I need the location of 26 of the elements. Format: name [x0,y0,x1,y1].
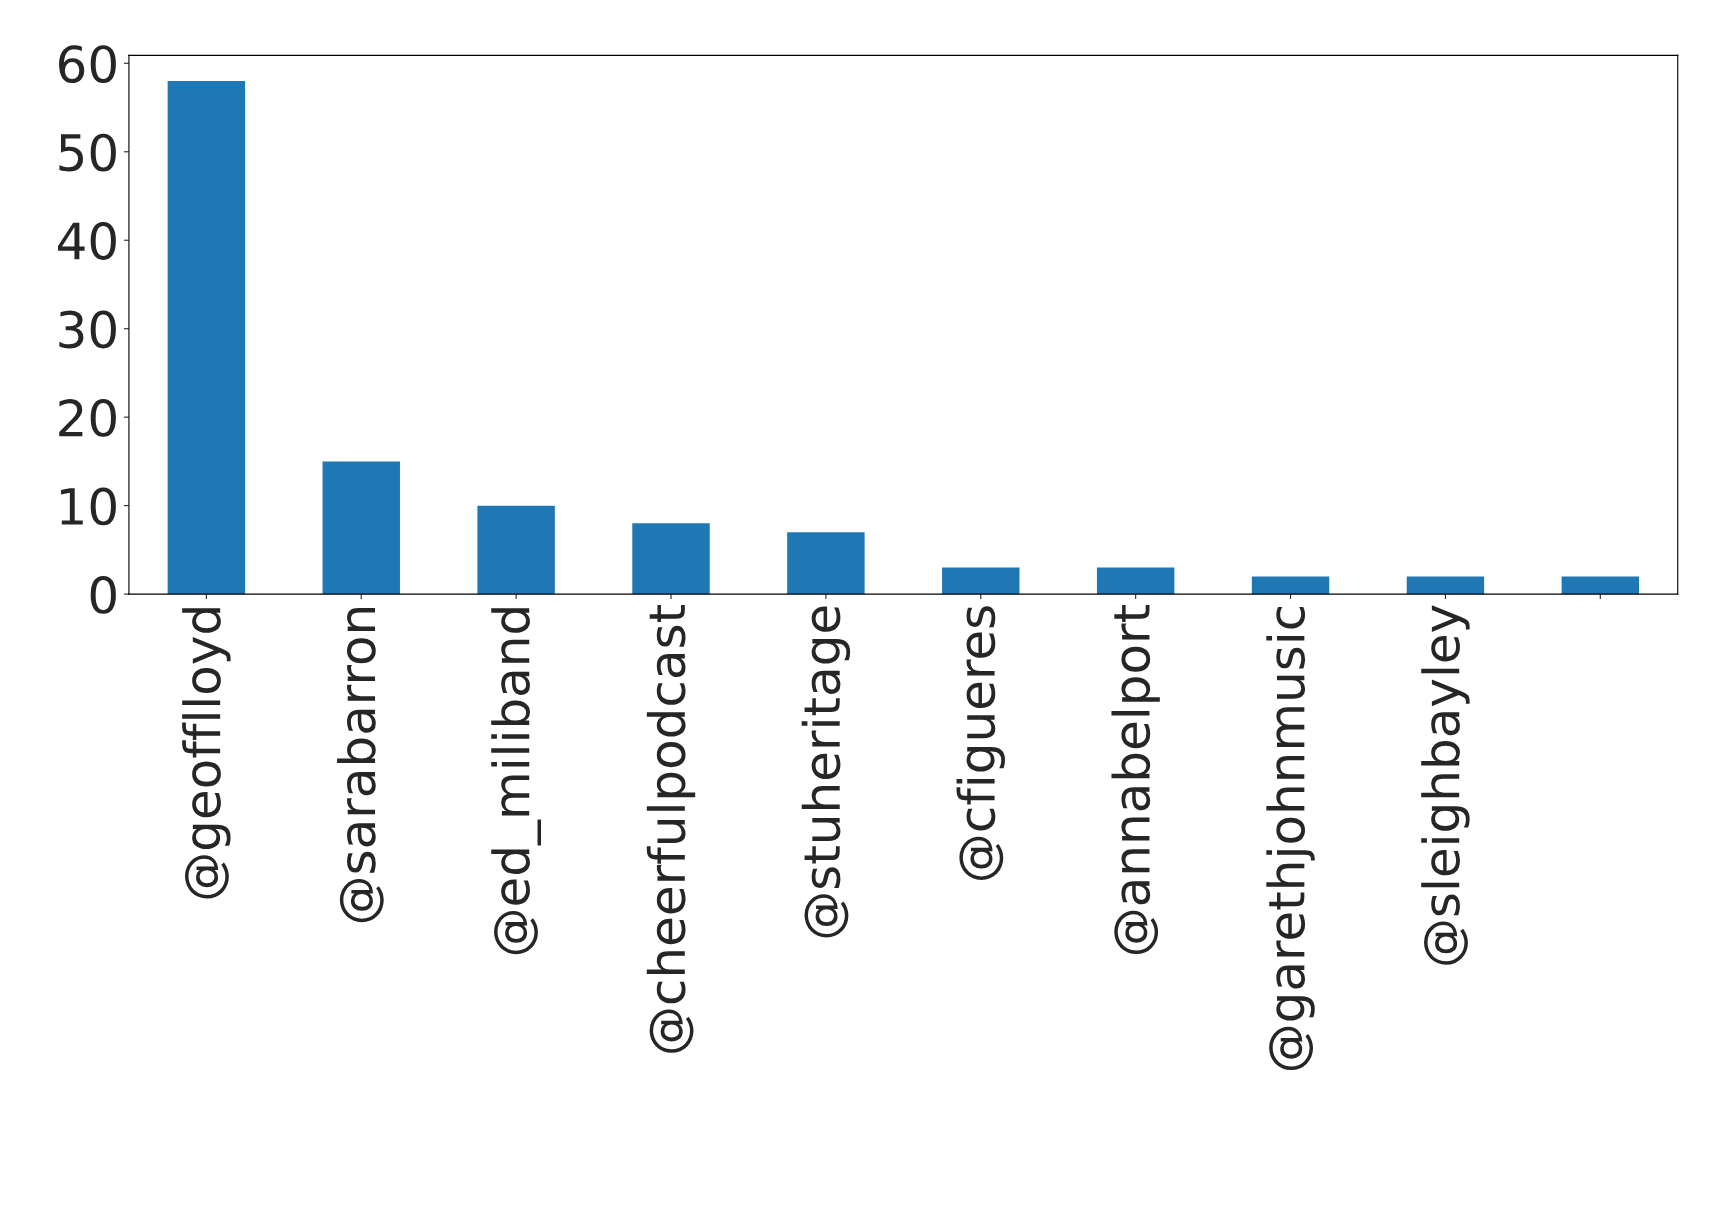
bar [942,567,1020,595]
x-tick-label: @geofflloyd [182,608,231,899]
bar [787,532,865,595]
x-tick-label: @annabelport [1111,605,1160,955]
bar [1251,576,1330,595]
x-tick-label: @sleighbayley [1421,605,1470,965]
bar [477,505,555,595]
y-tick-label: 20 [59,399,116,437]
y-tick-label: 50 [59,133,116,172]
x-tick-label: @ed_miliband [491,608,542,955]
x-tick-label: @sarabarron [337,608,384,923]
x-tick-label: @stuheritage [801,606,851,938]
y-tick-label: 30 [59,310,116,349]
y-tick-label: 60 [59,45,116,84]
bar [1096,567,1175,595]
bar [1561,576,1640,595]
bar [167,81,246,595]
y-tick-label: 40 [58,222,116,260]
y-tick-label: 10 [61,487,116,526]
bar [322,461,400,595]
x-tick-label: @cfigueres [956,606,1005,880]
bar [632,523,710,595]
y-tick-label: 0 [90,575,116,614]
bar [1406,576,1485,595]
x-tick-label: @garethjohnmusic [1266,606,1315,1071]
x-tick-label: @cheerfulpodcast [646,605,696,1053]
